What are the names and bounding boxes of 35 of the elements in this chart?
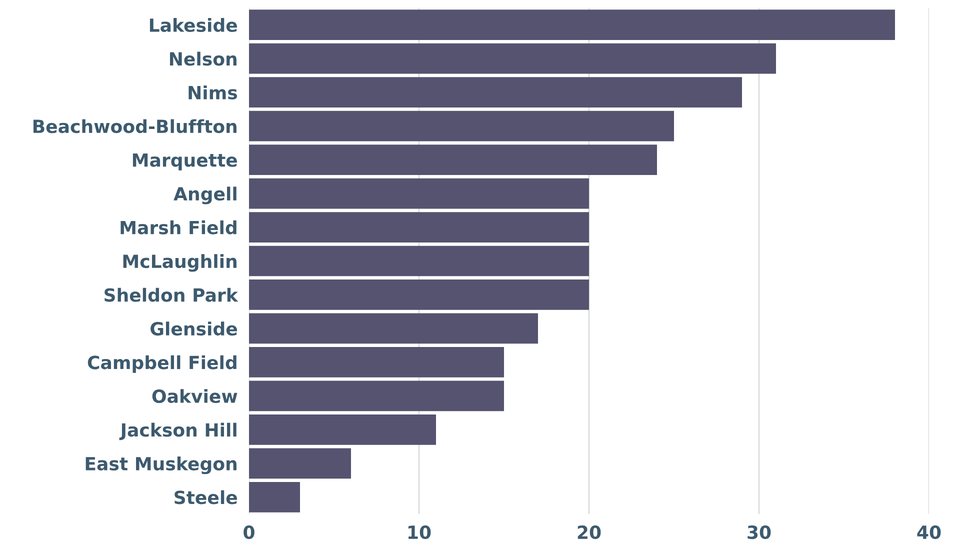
x-tick-label: 0 [244,525,254,540]
y-tick-label: Nims [188,85,238,100]
bar [249,280,589,310]
bar [249,414,436,445]
x-tick-label: 30 [748,525,771,540]
bar [249,10,895,40]
x-tick-label: 40 [917,525,941,540]
bar [249,482,300,512]
bar [249,313,538,344]
bar [249,347,504,378]
x-tick-label: 20 [578,525,601,540]
y-tick-label: Angell [174,186,236,204]
y-tick-label: Marquette [132,153,238,170]
y-tick-label: Sheldon Park [104,288,238,302]
bar [249,448,351,479]
y-tick-label: Campbell Field [88,355,236,373]
bar [249,380,504,412]
y-tick-label: Glenside [150,322,238,336]
bar [249,178,589,209]
bar [249,43,776,74]
y-tick-label: Beachwood-Bluffton [33,119,236,134]
y-tick-label: Nelson [170,52,236,66]
y-tick-label: Oakview [152,389,238,404]
bar [249,110,674,142]
bar [249,77,742,108]
bar [249,246,589,276]
y-tick-label: Jackson Hill [119,422,236,440]
y-tick-label: Marsh Field [120,220,236,234]
y-tick-label: McLaughlin [123,254,236,272]
y-tick-label: East Muskegon [86,456,236,474]
bar [249,144,657,175]
y-tick-label: Lakeside [150,18,238,32]
x-tick-label: 10 [408,525,431,540]
y-tick-label: Steele [174,490,238,504]
bar [249,212,589,242]
